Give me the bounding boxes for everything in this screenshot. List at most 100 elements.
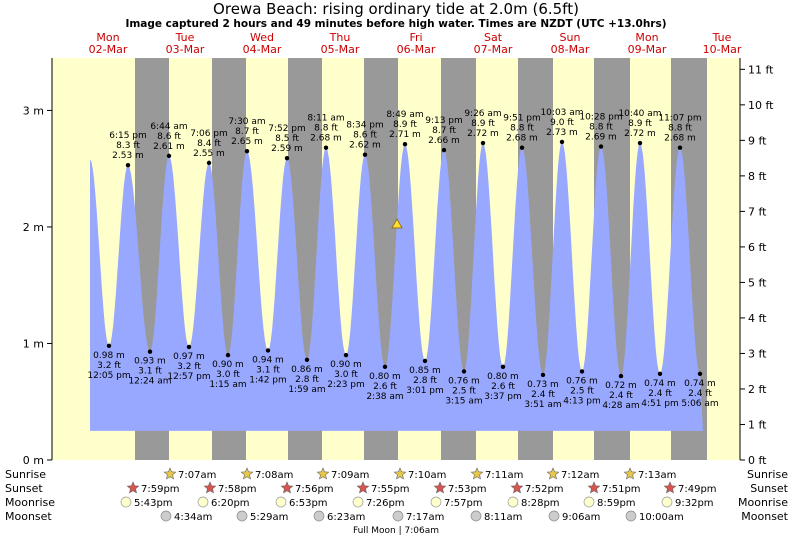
low-tide-time-1: 12:24 am bbox=[128, 377, 171, 387]
high-tide-m-13: 2.72 m bbox=[624, 129, 656, 139]
tide-point-14 bbox=[382, 364, 388, 369]
high-tide-ft-4: 8.5 ft bbox=[275, 134, 299, 144]
tide-point-24 bbox=[579, 369, 585, 374]
sunset-icon-5 bbox=[510, 481, 524, 494]
low-tide-ft-7: 2.6 ft bbox=[373, 382, 397, 392]
tide-point-13 bbox=[362, 152, 368, 157]
high-tide-time-11: 10:03 am bbox=[540, 108, 583, 118]
tide-labels: 6:15 pm8.3 ft2.53 m6:44 am8.6 ft2.61 m7:… bbox=[87, 108, 718, 411]
day-name-5: Sat bbox=[484, 31, 503, 44]
moonrise-time-3: 7:26pm bbox=[366, 498, 405, 509]
y-right-label-7: 7 ft bbox=[748, 205, 767, 218]
moonset-time-3: 7:17am bbox=[406, 512, 444, 523]
day-headers: Mon02-MarTue03-MarWed04-MarThu05-MarFri0… bbox=[89, 31, 742, 56]
day-date-4: 06-Mar bbox=[397, 43, 436, 56]
day-name-8: Tue bbox=[712, 31, 732, 44]
high-tide-time-0: 6:15 pm bbox=[109, 131, 147, 141]
high-tide-ft-5: 8.8 ft bbox=[314, 124, 338, 134]
tide-point-11 bbox=[323, 145, 329, 150]
low-tide-time-7: 2:38 am bbox=[366, 392, 403, 402]
moonrise-time-4: 7:57pm bbox=[444, 498, 483, 509]
high-tide-ft-13: 8.9 ft bbox=[628, 119, 652, 129]
y-right-label-3: 3 ft bbox=[748, 347, 767, 360]
y-left-label-0: 0 m bbox=[23, 454, 44, 467]
low-tide-m-13: 0.72 m bbox=[605, 381, 637, 391]
high-tide-m-14: 2.68 m bbox=[664, 134, 696, 144]
moonset-icon-1 bbox=[236, 510, 248, 522]
sunrise-time-5: 7:12am bbox=[561, 470, 599, 481]
high-tide-time-5: 8:11 am bbox=[307, 114, 344, 124]
tide-point-4 bbox=[186, 344, 192, 350]
moonrise-icon-4 bbox=[430, 496, 442, 508]
sunset-time-5: 7:52pm bbox=[525, 484, 564, 495]
high-tide-time-2: 7:06 pm bbox=[190, 129, 228, 139]
moonrise-icon-6 bbox=[583, 496, 595, 508]
day-date-5: 07-Mar bbox=[474, 43, 513, 56]
tide-point-26 bbox=[618, 373, 624, 379]
moonrise-time-6: 8:59pm bbox=[597, 498, 636, 509]
high-tide-m-4: 2.59 m bbox=[271, 144, 303, 154]
tide-point-1 bbox=[125, 163, 131, 168]
sunrise-time-2: 7:09am bbox=[331, 470, 369, 481]
sunset-time-2: 7:56pm bbox=[295, 484, 334, 495]
sunset-icon-0 bbox=[126, 481, 140, 494]
low-tide-time-11: 3:51 am bbox=[524, 400, 561, 410]
high-tide-ft-10: 8.8 ft bbox=[510, 124, 534, 134]
moonrise-icon-3 bbox=[352, 496, 364, 508]
day-date-3: 05-Mar bbox=[321, 43, 360, 56]
moonrise-time-1: 6:20pm bbox=[211, 498, 250, 509]
tide-point-18 bbox=[461, 369, 467, 374]
high-tide-time-8: 9:13 pm bbox=[425, 116, 463, 126]
tide-point-20 bbox=[500, 364, 506, 369]
tide-point-30 bbox=[697, 371, 703, 376]
tide-point-2 bbox=[147, 349, 153, 354]
day-date-7: 09-Mar bbox=[628, 43, 667, 56]
day-name-3: Thu bbox=[329, 31, 351, 44]
moonset-icon-4 bbox=[470, 510, 482, 522]
low-tide-m-0: 0.98 m bbox=[93, 351, 125, 361]
sunset-icon-7 bbox=[663, 481, 677, 494]
low-tide-m-11: 0.73 m bbox=[527, 380, 559, 390]
tide-point-6 bbox=[225, 352, 231, 358]
sunrise-icon-2 bbox=[316, 467, 330, 480]
sunset-icon-2 bbox=[280, 481, 294, 494]
high-tide-ft-14: 8.8 ft bbox=[668, 124, 692, 134]
high-tide-ft-3: 8.7 ft bbox=[235, 127, 259, 137]
moonrise-icon-0 bbox=[120, 496, 132, 508]
high-tide-time-14: 11:07 pm bbox=[658, 114, 701, 124]
low-tide-time-2: 12:57 pm bbox=[167, 372, 210, 382]
high-tide-m-5: 2.68 m bbox=[310, 134, 342, 144]
tide-point-21 bbox=[519, 145, 525, 150]
low-tide-time-9: 3:15 am bbox=[445, 396, 482, 406]
high-tide-ft-7: 8.9 ft bbox=[393, 120, 417, 130]
tide-point-8 bbox=[265, 348, 271, 353]
moonset-icon-6 bbox=[625, 510, 637, 522]
tide-point-29 bbox=[677, 145, 683, 150]
high-tide-ft-6: 8.6 ft bbox=[353, 131, 377, 141]
sunrise-time-3: 7:10am bbox=[408, 470, 446, 481]
low-tide-m-14: 0.74 m bbox=[644, 379, 676, 389]
high-tide-ft-8: 8.7 ft bbox=[432, 126, 456, 136]
sunset-row-label-left: Sunset bbox=[5, 482, 43, 495]
moonset-time-1: 5:29am bbox=[250, 512, 288, 523]
moonset-time-5: 9:06am bbox=[562, 512, 600, 523]
low-tide-ft-8: 2.8 ft bbox=[413, 376, 437, 386]
tide-point-17 bbox=[441, 147, 447, 153]
tide-point-10 bbox=[304, 357, 310, 362]
high-tide-m-11: 2.73 m bbox=[546, 128, 578, 138]
y-right-label-11: 11 ft bbox=[748, 63, 774, 76]
day-name-4: Fri bbox=[409, 31, 422, 44]
low-tide-time-10: 3:37 pm bbox=[484, 392, 522, 402]
low-tide-time-13: 4:28 am bbox=[602, 401, 639, 411]
moonset-icon-2 bbox=[313, 510, 325, 522]
low-tide-time-4: 1:42 pm bbox=[249, 375, 287, 385]
low-tide-ft-10: 2.6 ft bbox=[491, 382, 515, 392]
moonset-row-label-right: Moonset bbox=[741, 510, 788, 523]
tide-point-19 bbox=[480, 140, 486, 146]
sunset-icon-6 bbox=[587, 481, 601, 494]
low-tide-ft-2: 3.2 ft bbox=[177, 362, 201, 372]
low-tide-m-5: 0.86 m bbox=[291, 365, 323, 375]
tide-point-25 bbox=[598, 144, 604, 149]
low-tide-ft-12: 2.5 ft bbox=[570, 386, 594, 396]
day-date-8: 10-Mar bbox=[703, 43, 742, 56]
